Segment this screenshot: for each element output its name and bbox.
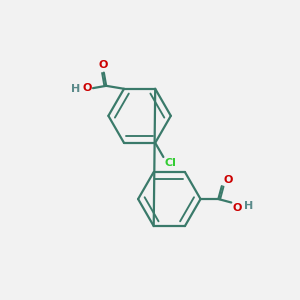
Text: O: O — [99, 60, 108, 70]
Text: Cl: Cl — [165, 158, 177, 169]
Text: O: O — [223, 175, 233, 184]
Text: O: O — [82, 83, 92, 93]
Text: H: H — [70, 84, 80, 94]
Text: O: O — [233, 203, 242, 213]
Text: H: H — [244, 201, 254, 211]
